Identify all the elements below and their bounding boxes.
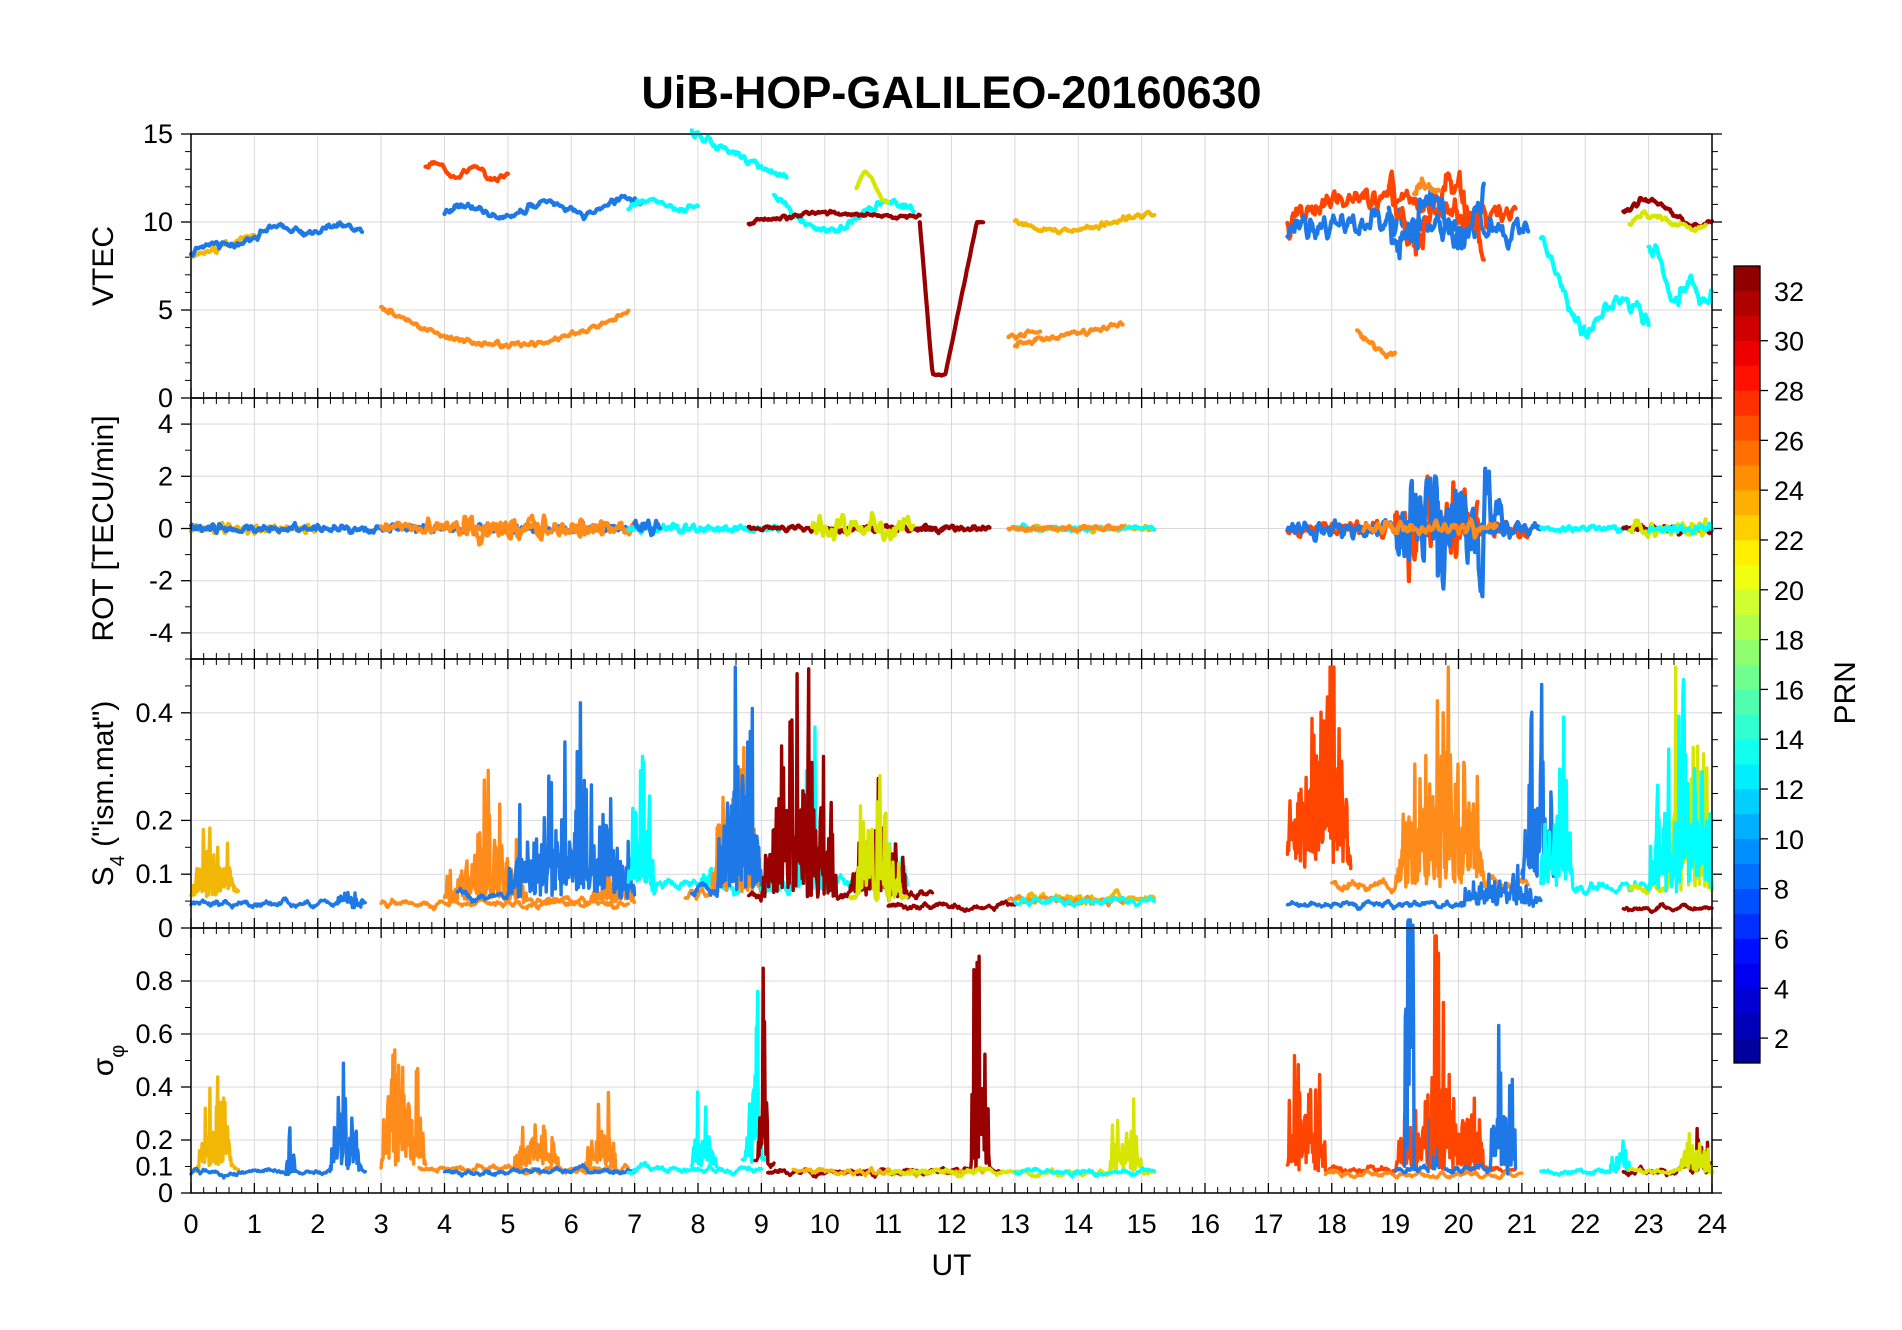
svg-text:0.1: 0.1	[135, 859, 173, 889]
svg-text:PRN: PRN	[1829, 661, 1862, 724]
svg-text:10: 10	[1774, 825, 1804, 855]
svg-text:0.4: 0.4	[135, 1072, 173, 1102]
svg-text:-4: -4	[149, 618, 173, 648]
svg-text:22: 22	[1570, 1209, 1600, 1239]
svg-text:σφ: σφ	[87, 1045, 129, 1077]
svg-text:4: 4	[158, 409, 173, 439]
svg-text:-2: -2	[149, 566, 173, 596]
svg-text:18: 18	[1774, 626, 1804, 656]
svg-text:0.8: 0.8	[135, 966, 173, 996]
svg-text:24: 24	[1774, 476, 1804, 506]
svg-text:23: 23	[1634, 1209, 1664, 1239]
svg-text:0: 0	[183, 1209, 198, 1239]
svg-text:20: 20	[1443, 1209, 1473, 1239]
svg-text:28: 28	[1774, 377, 1804, 407]
svg-text:9: 9	[754, 1209, 769, 1239]
svg-text:6: 6	[1774, 924, 1789, 954]
svg-text:14: 14	[1063, 1209, 1093, 1239]
svg-text:5: 5	[158, 295, 173, 325]
svg-text:15: 15	[1127, 1209, 1157, 1239]
svg-text:0.4: 0.4	[135, 698, 173, 728]
svg-text:7: 7	[627, 1209, 642, 1239]
svg-text:1: 1	[247, 1209, 262, 1239]
svg-text:0: 0	[158, 514, 173, 544]
svg-text:6: 6	[564, 1209, 579, 1239]
svg-text:0: 0	[158, 1178, 173, 1208]
svg-text:30: 30	[1774, 327, 1804, 357]
svg-text:0.1: 0.1	[135, 1152, 173, 1182]
svg-text:20: 20	[1774, 576, 1804, 606]
svg-text:18: 18	[1317, 1209, 1347, 1239]
svg-text:22: 22	[1774, 526, 1804, 556]
svg-text:8: 8	[1774, 875, 1789, 905]
svg-text:0: 0	[158, 913, 173, 943]
svg-text:12: 12	[936, 1209, 966, 1239]
svg-text:10: 10	[810, 1209, 840, 1239]
svg-text:4: 4	[1774, 974, 1789, 1004]
svg-text:11: 11	[874, 1209, 902, 1239]
svg-text:10: 10	[143, 207, 173, 237]
svg-text:15: 15	[143, 119, 173, 149]
svg-text:12: 12	[1774, 775, 1804, 805]
svg-text:17: 17	[1253, 1209, 1283, 1239]
svg-text:UT: UT	[932, 1249, 972, 1282]
svg-text:16: 16	[1190, 1209, 1220, 1239]
svg-text:0.2: 0.2	[135, 805, 173, 835]
svg-text:0.6: 0.6	[135, 1019, 173, 1049]
svg-text:19: 19	[1380, 1209, 1410, 1239]
svg-text:2: 2	[158, 461, 173, 491]
svg-text:S4 ("ism.mat"): S4 ("ism.mat")	[87, 701, 129, 887]
svg-text:2: 2	[310, 1209, 325, 1239]
svg-text:8: 8	[690, 1209, 705, 1239]
svg-text:13: 13	[1000, 1209, 1030, 1239]
svg-text:21: 21	[1507, 1209, 1537, 1239]
svg-text:0.2: 0.2	[135, 1125, 173, 1155]
svg-text:24: 24	[1697, 1209, 1727, 1239]
svg-text:UiB-HOP-GALILEO-20160630: UiB-HOP-GALILEO-20160630	[641, 67, 1261, 118]
svg-text:4: 4	[437, 1209, 452, 1239]
svg-text:16: 16	[1774, 675, 1804, 705]
svg-text:26: 26	[1774, 426, 1804, 456]
svg-text:VTEC: VTEC	[87, 226, 120, 306]
svg-text:32: 32	[1774, 277, 1804, 307]
svg-text:14: 14	[1774, 725, 1804, 755]
svg-text:2: 2	[1774, 1024, 1789, 1054]
svg-text:3: 3	[374, 1209, 389, 1239]
svg-text:5: 5	[500, 1209, 515, 1239]
svg-text:ROT [TECU/min]: ROT [TECU/min]	[87, 415, 120, 641]
